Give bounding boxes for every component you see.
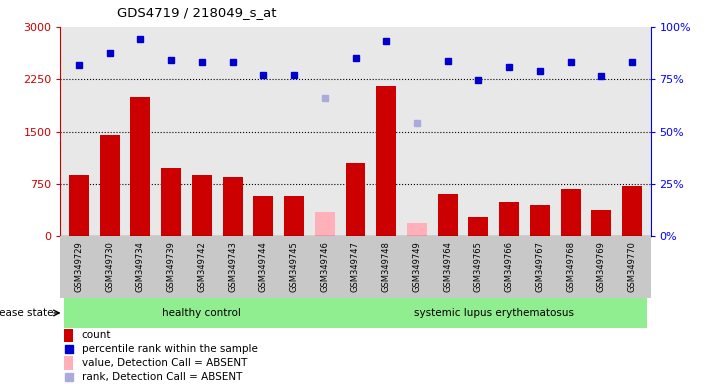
Bar [315, 212, 335, 236]
Bar [223, 177, 242, 236]
Bar [100, 135, 119, 236]
Bar [592, 210, 611, 236]
Bar [407, 223, 427, 236]
Text: GSM349767: GSM349767 [535, 241, 545, 292]
Bar [346, 163, 365, 236]
Text: GSM349739: GSM349739 [166, 241, 176, 292]
Text: GSM349734: GSM349734 [136, 241, 145, 292]
Bar [561, 189, 581, 236]
Bar [64, 356, 73, 370]
Text: value, Detection Call = ABSENT: value, Detection Call = ABSENT [82, 358, 247, 368]
Bar [376, 86, 396, 236]
Bar [469, 217, 488, 236]
Text: GSM349766: GSM349766 [505, 241, 513, 292]
Text: GSM349748: GSM349748 [382, 241, 391, 292]
Bar [340, 298, 648, 328]
Text: GSM349770: GSM349770 [628, 241, 636, 292]
Text: GSM349745: GSM349745 [289, 241, 299, 292]
Bar [161, 168, 181, 236]
Text: disease state: disease state [0, 308, 53, 318]
Bar [64, 329, 73, 342]
Text: GSM349764: GSM349764 [443, 241, 452, 292]
Text: rank, Detection Call = ABSENT: rank, Detection Call = ABSENT [82, 372, 242, 382]
Text: systemic lupus erythematosus: systemic lupus erythematosus [414, 308, 574, 318]
Bar [499, 202, 519, 236]
Bar [192, 175, 212, 236]
Text: GSM349765: GSM349765 [474, 241, 483, 292]
Bar [130, 97, 150, 236]
Text: percentile rank within the sample: percentile rank within the sample [82, 344, 257, 354]
Text: GSM349749: GSM349749 [412, 241, 422, 292]
Text: count: count [82, 330, 111, 340]
Bar [530, 205, 550, 236]
Text: healthy control: healthy control [162, 308, 241, 318]
Bar [622, 186, 642, 236]
Text: GSM349769: GSM349769 [597, 241, 606, 292]
Bar [253, 196, 273, 236]
Bar [69, 175, 89, 236]
Text: GSM349729: GSM349729 [75, 241, 83, 292]
Text: GSM349744: GSM349744 [259, 241, 268, 292]
Text: GSM349768: GSM349768 [566, 241, 575, 292]
Text: GDS4719 / 218049_s_at: GDS4719 / 218049_s_at [117, 6, 277, 19]
Text: GSM349730: GSM349730 [105, 241, 114, 292]
Text: GSM349743: GSM349743 [228, 241, 237, 292]
Text: GSM349746: GSM349746 [320, 241, 329, 292]
Text: GSM349742: GSM349742 [198, 241, 206, 292]
Bar [63, 298, 340, 328]
Bar [284, 196, 304, 236]
Text: GSM349747: GSM349747 [351, 241, 360, 292]
Bar [438, 194, 458, 236]
